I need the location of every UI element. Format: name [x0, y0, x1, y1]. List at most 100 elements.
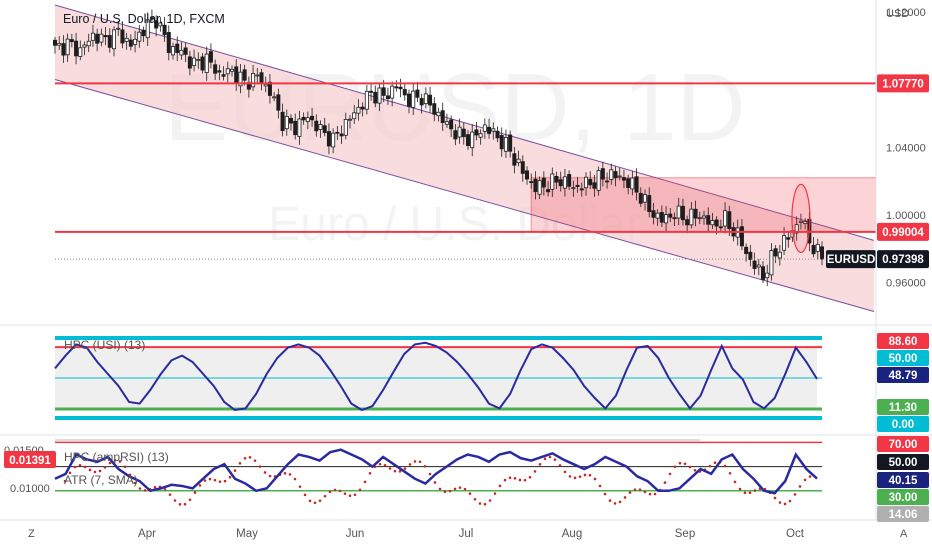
amprsi-tag-3	[877, 489, 929, 505]
atr-dot	[558, 464, 562, 467]
usi-tag-3	[877, 399, 929, 415]
atr-dot	[608, 499, 612, 502]
candle-body	[546, 189, 551, 193]
atr-dot	[328, 490, 332, 494]
atr-dot	[753, 489, 757, 492]
amprsi-tag-label-1: 50.00	[889, 457, 918, 469]
atr-dot	[583, 473, 587, 477]
amprsi-tag-1	[877, 454, 929, 470]
candle-body	[53, 39, 58, 46]
atr-dot	[288, 473, 292, 476]
candle-body	[196, 59, 201, 61]
usi-tag-label-4: 0.00	[892, 419, 914, 431]
candle-body	[693, 208, 698, 219]
candle-body	[234, 66, 239, 84]
candle-body	[811, 244, 816, 255]
candle-body	[423, 93, 428, 105]
candle-body	[411, 90, 416, 108]
time-tick-1: May	[236, 528, 258, 540]
amprsi-tag-label-2: 40.15	[889, 475, 918, 487]
candle-body	[815, 243, 820, 252]
candle-body	[373, 91, 378, 104]
atr-dot	[83, 465, 87, 469]
zoom-button[interactable]: Z	[28, 528, 35, 540]
auto-scale-button[interactable]: A	[900, 528, 908, 540]
atr-dot	[383, 463, 387, 467]
atr-dot	[238, 462, 242, 465]
candle-body	[305, 117, 310, 122]
candle-body	[723, 210, 728, 227]
atr-dot	[673, 465, 677, 469]
usi-title: HPC (USI) (13)	[64, 338, 145, 352]
candle-body	[331, 132, 336, 148]
candle-body	[794, 224, 799, 234]
atr-dot	[253, 459, 257, 462]
atr-dot	[223, 479, 227, 483]
usi-pane: 88.60 50.00 48.79 11.30 0.00	[54, 333, 929, 432]
candle-body	[242, 69, 247, 81]
candle-body	[128, 39, 133, 47]
candle-body	[322, 125, 327, 134]
candle-body	[820, 246, 825, 260]
candle-body	[782, 235, 787, 251]
atr-dot	[588, 473, 592, 477]
atr-dot	[263, 471, 267, 474]
candle-body	[74, 40, 79, 57]
atr-dot	[513, 477, 517, 480]
candle-body	[107, 35, 112, 48]
candle-body	[718, 226, 723, 229]
candle-body	[116, 27, 121, 30]
atr-dot	[613, 502, 617, 505]
candle-body	[756, 264, 761, 268]
candle-body	[668, 213, 673, 218]
atr-dot	[493, 492, 497, 495]
candles	[53, 9, 825, 287]
atr-dot	[353, 493, 357, 497]
candle-body	[297, 118, 302, 137]
atr-dot	[618, 500, 622, 504]
amprsi-tag-label-4: 14.06	[889, 509, 918, 521]
price-tick-2: 1.00000	[886, 210, 926, 222]
atr-dot	[728, 471, 732, 475]
candle-body	[86, 40, 91, 47]
atr-dot	[408, 463, 412, 466]
candle-body	[360, 106, 365, 110]
candle-body	[449, 119, 454, 130]
candle-body	[310, 115, 315, 121]
atr-dot	[113, 459, 117, 462]
atr-dot	[203, 479, 207, 482]
candle-body	[208, 51, 213, 63]
candle-body	[457, 126, 462, 138]
atr-dot	[748, 491, 752, 495]
candle-body	[133, 38, 138, 45]
candle-body	[554, 175, 559, 183]
candle-body	[613, 171, 618, 179]
atr-dot	[138, 487, 142, 490]
amprsi-series-line	[54, 448, 818, 495]
atr-dot	[458, 486, 462, 489]
candle-body	[217, 70, 222, 73]
highlight-ellipse	[791, 183, 811, 253]
atr-dot	[143, 489, 147, 492]
candle-body	[158, 22, 163, 27]
atr-dot	[653, 492, 657, 496]
candle-body	[503, 137, 508, 152]
symbol-tag	[826, 250, 876, 269]
amprsi-tag-4	[877, 506, 929, 522]
candle-body	[533, 178, 538, 193]
candle-body	[752, 260, 757, 269]
atr-dot	[473, 497, 477, 501]
candle-body	[293, 120, 298, 136]
atr-dot	[433, 481, 437, 484]
usi-tag-2	[877, 367, 929, 383]
candle-body	[170, 46, 175, 56]
candle-body	[103, 35, 108, 38]
candle-body	[482, 124, 487, 132]
candle-body	[689, 208, 694, 226]
amprsi-pane: 70.00 50.00 40.15 30.00 14.06	[54, 436, 929, 522]
atr-dot	[633, 488, 637, 491]
candle-body	[154, 20, 159, 29]
candle-body	[90, 32, 95, 41]
candle-body	[166, 32, 171, 53]
